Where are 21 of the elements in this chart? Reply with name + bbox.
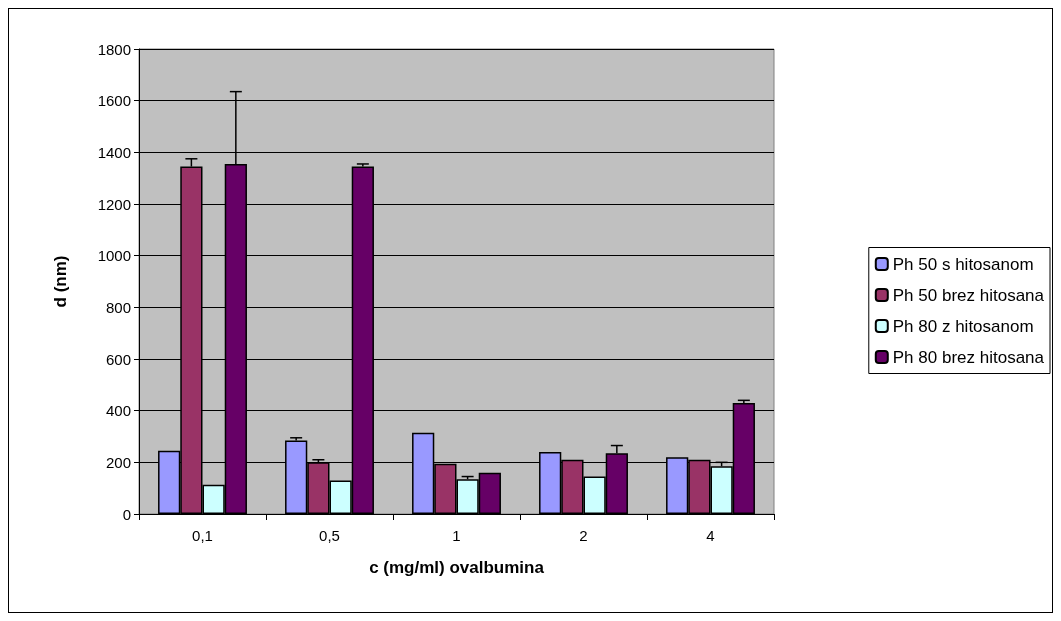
legend-label: Ph 80 z hitosanom [892,316,1034,336]
y-tick-label: 1800 [97,40,131,58]
legend-label: Ph 50 s hitosanom [892,254,1034,274]
y-tick-label: 200 [105,453,131,471]
legend-label: Ph 80 brez hitosana [892,347,1045,367]
y-tick-label: 600 [105,350,131,368]
legend-label: Ph 50 brez hitosana [892,285,1045,305]
x-tick-label: 0,5 [319,527,340,544]
x-axis-title: c (mg/ml) ovalbumina [369,558,545,577]
y-axis-title: d (nm) [51,255,70,308]
x-tick-label: 1 [452,527,461,544]
x-tick-label: 4 [706,527,715,544]
y-tick-label: 1000 [97,247,131,265]
y-tick-label: 1600 [97,92,131,110]
y-tick-label: 400 [105,402,131,420]
x-tick-label: 2 [579,527,588,544]
y-tick-label: 1200 [97,195,131,213]
x-tick-label: 0,1 [192,527,213,544]
y-tick-label: 800 [105,298,131,316]
y-tick-label: 0 [122,505,131,523]
y-tick-label: 1400 [97,143,131,161]
